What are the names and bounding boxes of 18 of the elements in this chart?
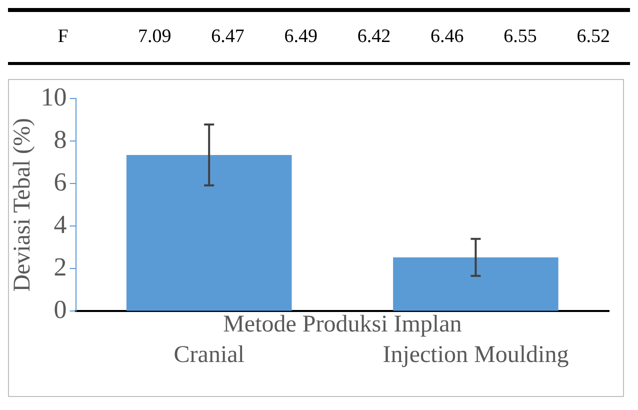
y-tick-label: 4	[54, 210, 67, 239]
y-tick-label: 10	[40, 82, 67, 112]
y-tick-label: 8	[54, 124, 67, 154]
y-tick-label: 2	[54, 252, 67, 282]
x-tick-label: Cranial	[174, 342, 245, 368]
text: 6.42	[356, 26, 392, 48]
text: 6.47	[210, 26, 246, 48]
x-tick-label: Injection Moulding	[382, 342, 569, 368]
text: 6.46	[430, 26, 465, 48]
text: 6.52	[576, 26, 612, 48]
text: 7.09	[136, 26, 172, 48]
y-axis-title: Deviasi Tebal (%)	[10, 118, 36, 292]
y-tick-label: 6	[54, 167, 67, 196]
y-tick-label: 0	[54, 295, 67, 324]
x-axis-title: Metode Produksi Implan	[223, 311, 462, 338]
text: 6.49	[283, 26, 318, 48]
text: F	[56, 26, 70, 48]
text: 6.55	[502, 26, 538, 48]
